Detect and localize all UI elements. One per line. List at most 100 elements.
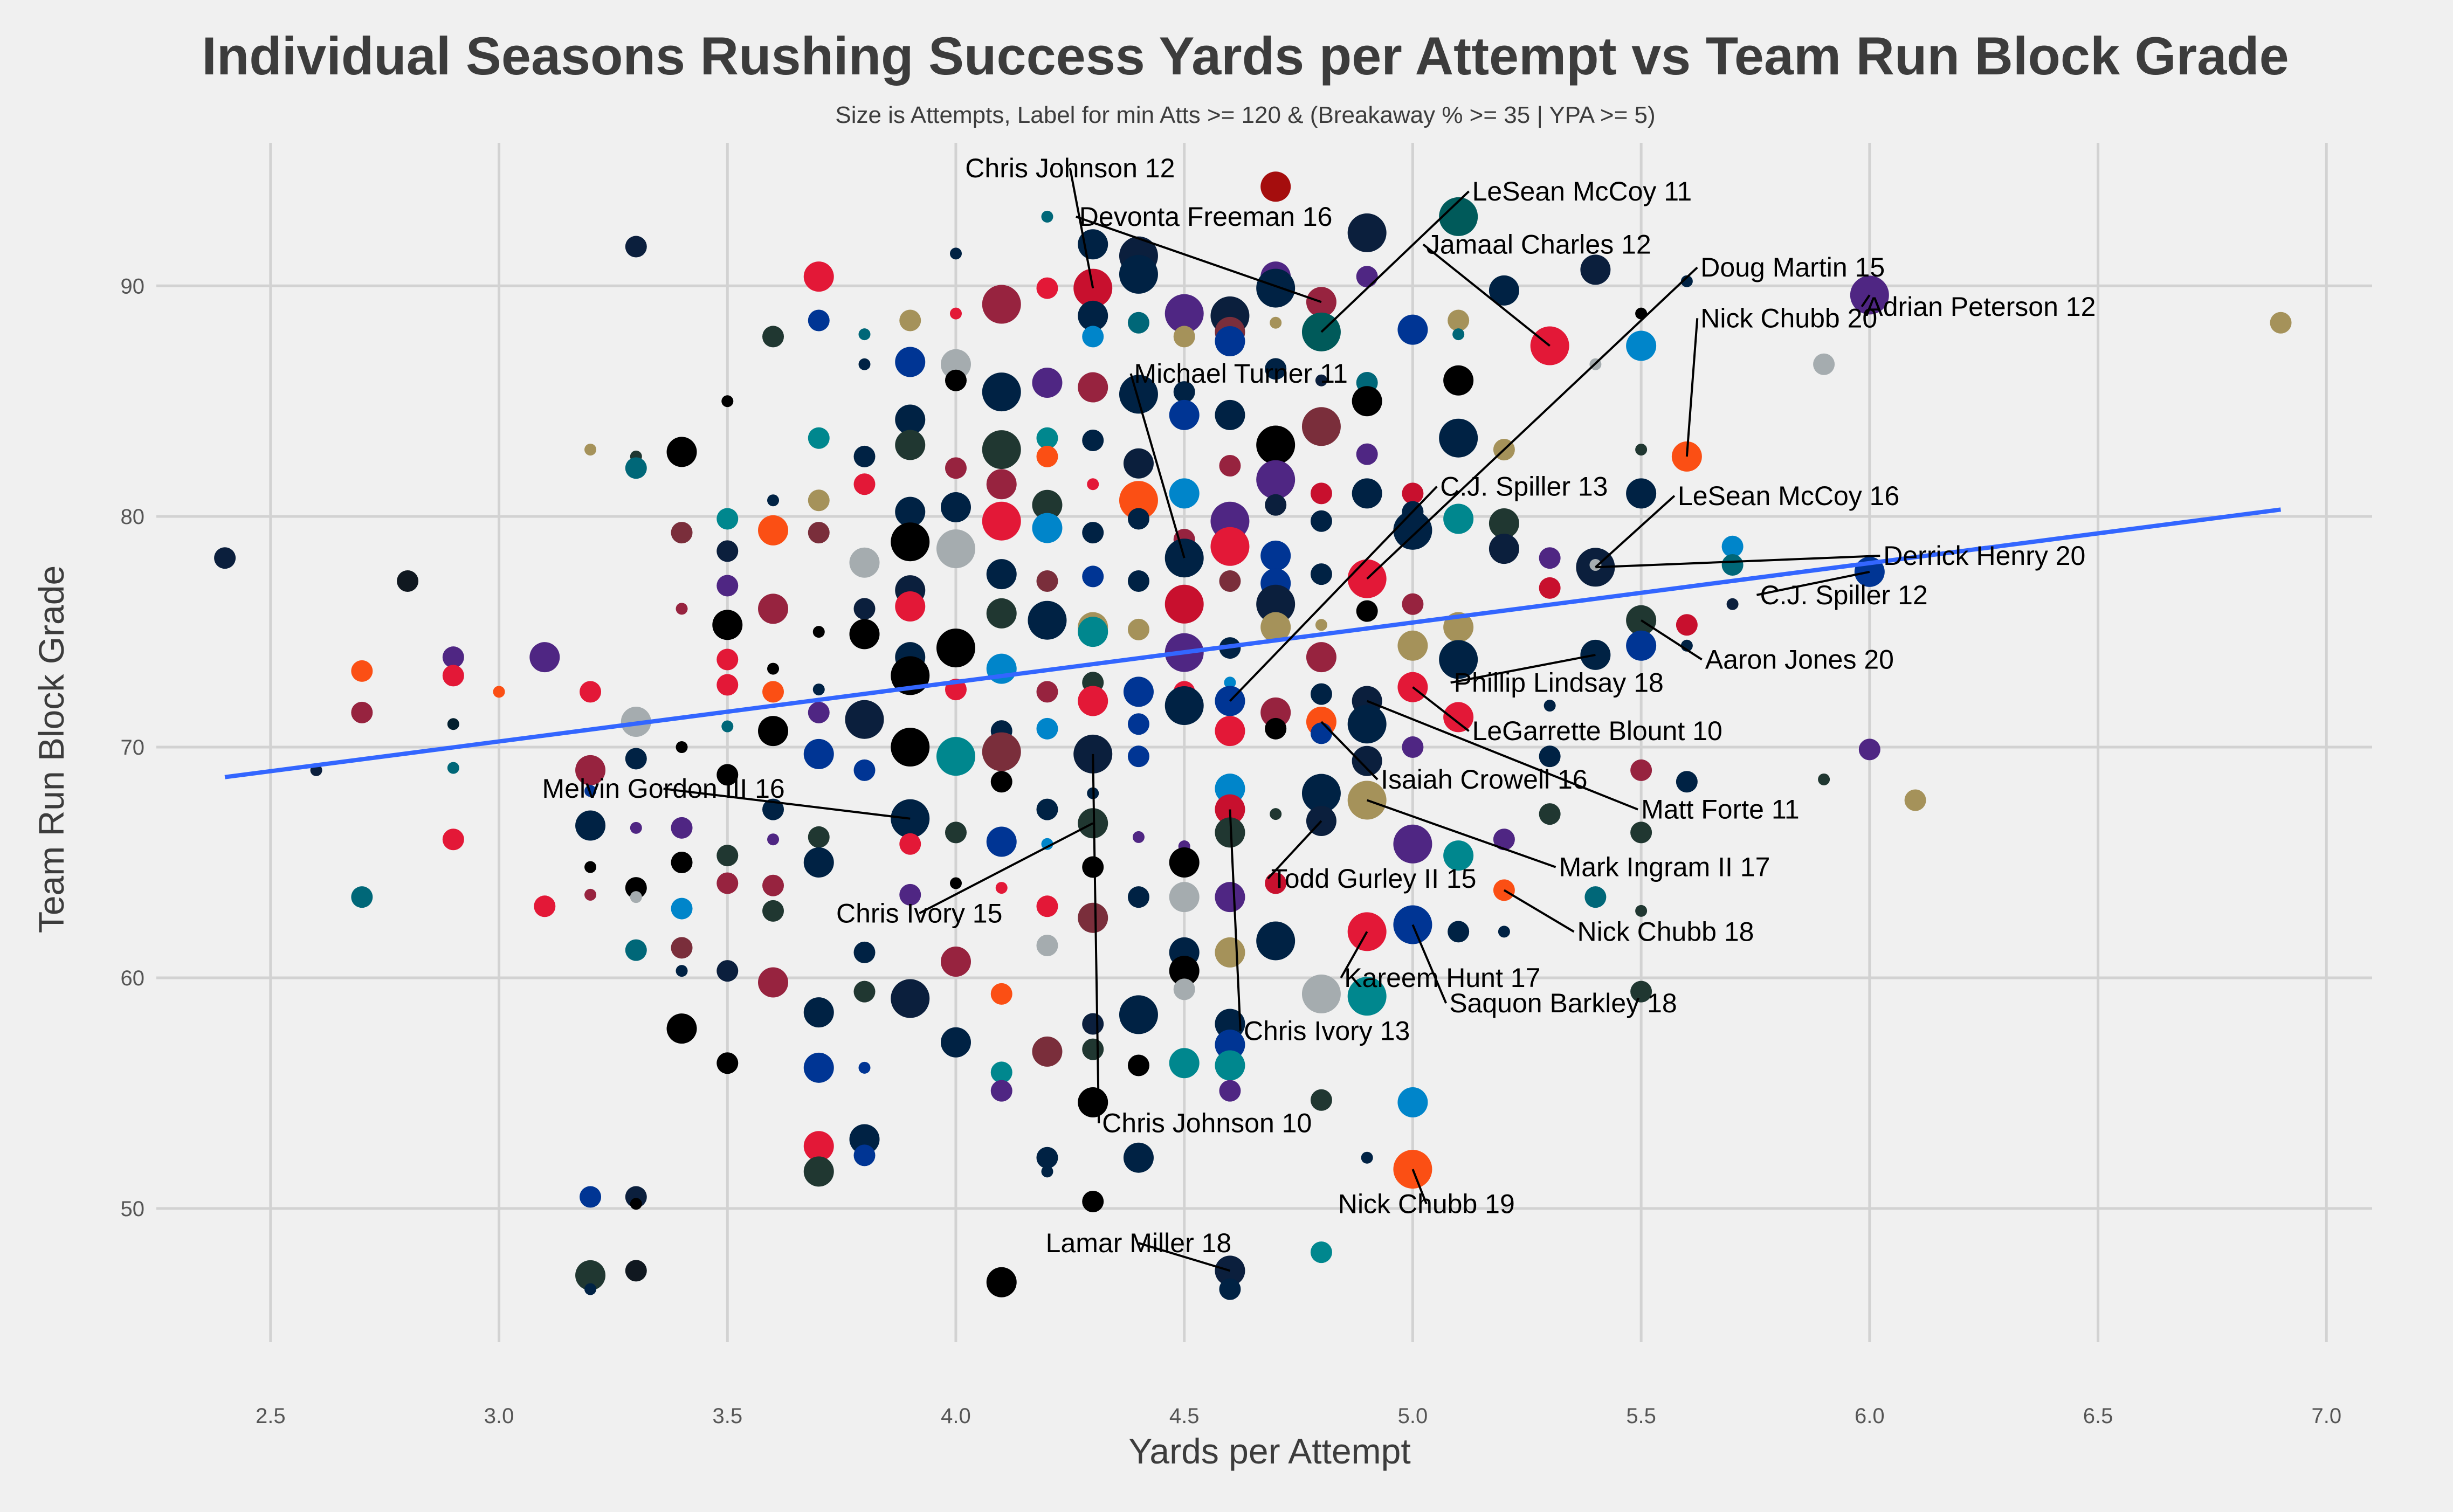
data-point <box>803 738 834 769</box>
data-point <box>758 967 789 998</box>
data-point <box>853 473 876 495</box>
data-point <box>762 681 784 703</box>
data-point <box>1489 508 1519 539</box>
data-point <box>1036 570 1058 592</box>
data-point <box>803 261 834 292</box>
x-tick-label: 4.0 <box>941 1404 971 1428</box>
data-point <box>891 728 930 767</box>
data-point <box>949 247 962 260</box>
data-point <box>853 598 876 620</box>
data-point <box>1036 427 1058 449</box>
label-leader-line <box>1685 318 1699 457</box>
data-point <box>899 833 921 855</box>
player-label: Derrick Henry 20 <box>1883 541 2085 571</box>
data-point <box>1123 1142 1154 1173</box>
data-point <box>1443 503 1474 534</box>
trend-line <box>224 507 2282 779</box>
data-point <box>936 629 975 668</box>
data-point <box>986 1267 1017 1297</box>
player-label: Doug Martin 15 <box>1700 252 1885 282</box>
data-point <box>1443 702 1474 733</box>
label-leader-line <box>1595 495 1676 568</box>
player-label: Chris Ivory 13 <box>1244 1016 1410 1046</box>
data-point <box>1361 1151 1373 1164</box>
data-point <box>1127 570 1149 592</box>
data-point <box>1082 565 1104 588</box>
data-point <box>351 701 373 723</box>
chart-title: Individual Seasons Rushing Success Yards… <box>202 26 2289 86</box>
data-point <box>671 522 693 544</box>
data-point <box>940 492 971 523</box>
player-label: Chris Ivory 15 <box>836 898 1002 928</box>
data-point <box>1219 1278 1241 1300</box>
data-point <box>534 895 556 917</box>
data-point <box>1082 429 1104 451</box>
data-point <box>1078 686 1108 716</box>
data-point <box>1539 745 1561 768</box>
player-label: Devonta Freeman 16 <box>1079 202 1333 232</box>
x-tick-label: 5.5 <box>1626 1404 1656 1428</box>
x-tick-label: 6.0 <box>1855 1404 1885 1428</box>
data-point <box>1397 314 1428 345</box>
data-point <box>895 591 926 622</box>
data-point <box>1036 445 1058 467</box>
player-label: LeGarrette Blount 10 <box>1472 716 1722 746</box>
data-point <box>1310 683 1332 705</box>
data-point <box>808 427 830 449</box>
data-point <box>1256 921 1296 961</box>
data-point <box>1270 808 1282 820</box>
data-point <box>442 646 464 668</box>
data-point <box>990 771 1012 793</box>
data-point <box>945 821 967 844</box>
data-point <box>1028 600 1067 640</box>
data-point <box>721 395 734 408</box>
data-point <box>808 309 830 332</box>
data-point <box>1489 275 1519 306</box>
data-point <box>1032 513 1063 543</box>
data-point <box>803 997 834 1028</box>
data-point <box>625 236 647 258</box>
data-point <box>716 540 739 562</box>
label-leader-line <box>1267 820 1322 880</box>
label-leader-line <box>1340 931 1368 979</box>
data-point <box>1215 399 1245 430</box>
data-point <box>625 748 647 770</box>
data-point <box>853 941 876 963</box>
data-point <box>1165 584 1204 624</box>
data-point <box>1260 171 1291 202</box>
y-tick-label: 80 <box>121 505 145 529</box>
data-point <box>1635 905 1648 917</box>
data-point <box>1539 803 1561 825</box>
data-point <box>803 1052 834 1083</box>
label-leader-line <box>1229 486 1438 702</box>
data-point <box>1452 328 1465 341</box>
data-point <box>1626 478 1657 509</box>
player-label: Nick Chubb 19 <box>1338 1189 1515 1219</box>
player-label: C.J. Spiller 12 <box>1760 580 1927 610</box>
player-label: Nick Chubb 20 <box>1700 303 1877 333</box>
data-point <box>1082 326 1104 348</box>
data-point <box>580 681 602 703</box>
data-point <box>858 1061 871 1074</box>
data-point <box>990 1061 1012 1083</box>
data-point <box>891 979 930 1018</box>
data-point <box>1721 554 1744 576</box>
label-leader-line <box>1229 809 1242 1031</box>
data-point <box>584 888 597 901</box>
y-tick-label: 60 <box>121 966 145 990</box>
data-point <box>1036 798 1058 820</box>
y-axis-title: Team Run Block Grade <box>31 565 71 933</box>
data-point <box>1310 1241 1332 1264</box>
data-point <box>1032 1036 1063 1067</box>
data-point <box>493 686 505 698</box>
data-point <box>1265 358 1287 380</box>
data-point <box>584 444 597 456</box>
data-point <box>895 430 926 460</box>
data-point <box>671 852 693 873</box>
data-point <box>758 515 789 546</box>
data-point <box>214 547 236 569</box>
label-leader-line <box>1069 168 1094 288</box>
data-point <box>716 674 739 696</box>
data-point <box>945 369 967 391</box>
data-point <box>762 326 784 348</box>
